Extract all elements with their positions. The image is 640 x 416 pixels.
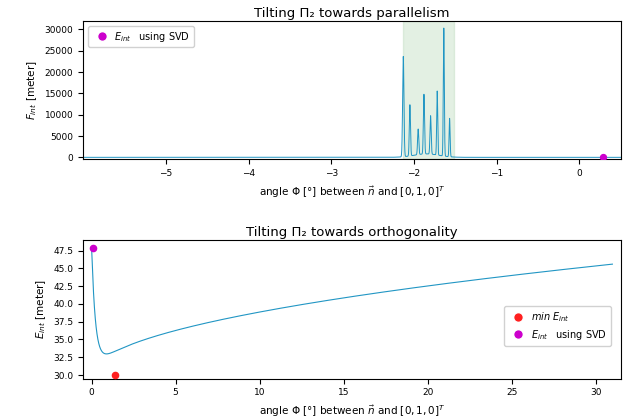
Title: Tilting Π₂ towards parallelism: Tilting Π₂ towards parallelism bbox=[254, 7, 450, 20]
Y-axis label: $E_{int}$ [meter]: $E_{int}$ [meter] bbox=[34, 279, 48, 339]
Point bbox=[88, 245, 98, 252]
Legend: $min\ E_{int}$, $E_{int}$   using SVD: $min\ E_{int}$, $E_{int}$ using SVD bbox=[504, 306, 611, 346]
Y-axis label: $F_{int}$ [meter]: $F_{int}$ [meter] bbox=[26, 60, 39, 120]
Bar bbox=[403, 21, 454, 159]
Point bbox=[598, 154, 608, 160]
X-axis label: angle $\Phi$ [°] between $\vec{n}$ and $[0,1,0]^T$: angle $\Phi$ [°] between $\vec{n}$ and $… bbox=[259, 403, 445, 416]
Legend: $E_{int}$   using SVD: $E_{int}$ using SVD bbox=[88, 26, 194, 47]
X-axis label: angle $\Phi$ [°] between $\vec{n}$ and $[0,1,0]^T$: angle $\Phi$ [°] between $\vec{n}$ and $… bbox=[259, 184, 445, 200]
Point bbox=[110, 371, 120, 378]
Title: Tilting Π₂ towards orthogonality: Tilting Π₂ towards orthogonality bbox=[246, 226, 458, 239]
